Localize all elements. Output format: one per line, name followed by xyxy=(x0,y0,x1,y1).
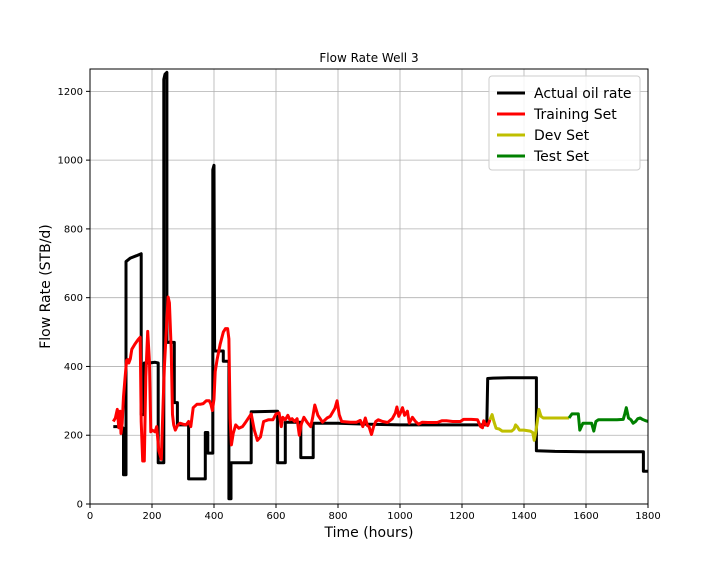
series-lines xyxy=(112,70,649,501)
y-tick-label-1: 200 xyxy=(64,431,83,442)
y-tick-label-5: 1000 xyxy=(58,156,83,167)
series-line-training-set xyxy=(112,295,492,463)
x-tick-label-1: 200 xyxy=(142,511,161,522)
series-line-test-set xyxy=(567,406,649,433)
y-tick-label-6: 1200 xyxy=(58,87,83,98)
x-tick-label-3: 600 xyxy=(266,511,285,522)
y-tick-label-2: 400 xyxy=(64,362,83,373)
x-axis-title: Time (hours) xyxy=(324,525,414,541)
x-tick-label-6: 1200 xyxy=(449,511,474,522)
y-tick-label-0: 0 xyxy=(77,500,83,511)
chart-title: Flow Rate Well 3 xyxy=(319,51,418,65)
x-tick-label-2: 400 xyxy=(204,511,223,522)
y-tick-label-3: 600 xyxy=(64,293,83,304)
x-tick-label-5: 1000 xyxy=(387,511,412,522)
axis-ticks: 0 200 400 600 800 1000 1200 1400 1600 1800 0 200 400… xyxy=(58,87,661,522)
y-axis-title: Flow Rate (STB/d) xyxy=(38,224,54,349)
legend-label-3: Test Set xyxy=(533,149,590,165)
y-tick-label-4: 800 xyxy=(64,224,83,235)
x-tick-label-7: 1400 xyxy=(511,511,536,522)
legend-box xyxy=(488,75,641,171)
x-tick-label-0: 0 xyxy=(87,511,93,522)
legend: Actual oil rate Training Set Dev Set Test S… xyxy=(488,75,641,171)
legend-label-1: Training Set xyxy=(533,107,617,123)
x-tick-label-9: 1800 xyxy=(635,511,660,522)
legend-label-0: Actual oil rate xyxy=(534,86,632,102)
x-tick-label-4: 800 xyxy=(328,511,347,522)
x-tick-label-8: 1600 xyxy=(573,511,598,522)
series-line-dev-set xyxy=(488,407,569,442)
legend-label-2: Dev Set xyxy=(534,128,590,144)
plot-frame xyxy=(89,68,649,505)
